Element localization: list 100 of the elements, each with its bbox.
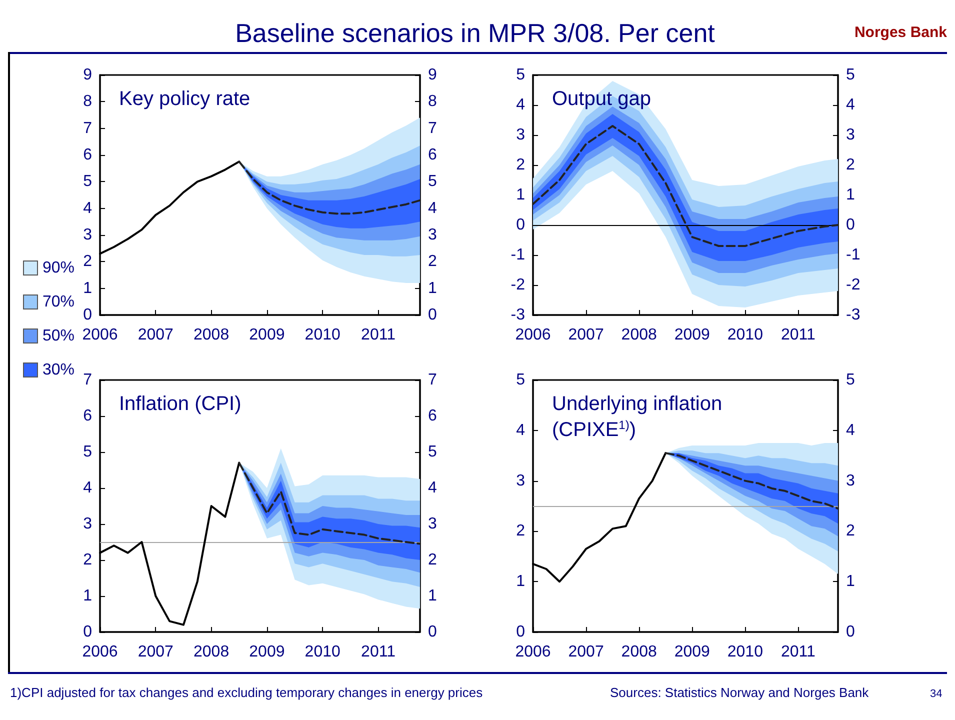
y-tick-label: 4 <box>516 96 526 114</box>
y2-tick-label: 5 <box>428 444 437 460</box>
x-tick-label: 2009 <box>674 326 710 344</box>
y2-tick-label: 1 <box>846 186 855 204</box>
legend-label: 90% <box>42 260 75 276</box>
y2-tick-label: 7 <box>428 372 437 388</box>
x-tick-label: 2007 <box>568 644 604 660</box>
x-tick-label: 2011 <box>781 326 816 344</box>
y-tick-label: 0 <box>516 216 526 234</box>
x-tick-label: 2007 <box>138 644 174 660</box>
y2-tick-label: 0 <box>846 624 855 640</box>
y2-tick-label: 5 <box>846 372 855 388</box>
y2-tick-label: 4 <box>846 96 855 114</box>
y-tick-label: 1 <box>516 573 526 590</box>
y-tick-label: 5 <box>516 372 526 388</box>
text: Norges Bank <box>854 24 947 41</box>
y-tick-label: 8 <box>83 93 92 110</box>
y2-tick-label: 1 <box>428 280 437 297</box>
x-tick-label: 2006 <box>515 644 551 660</box>
x-tick-label: 2011 <box>361 644 396 660</box>
y2-tick-label: 0 <box>428 624 437 640</box>
x-tick-label: 2007 <box>138 326 174 344</box>
y-tick-label: 5 <box>83 444 92 460</box>
text: Key policy rate <box>119 88 250 110</box>
y-tick-label: 6 <box>83 408 92 424</box>
y2-tick-label: -1 <box>846 246 860 264</box>
y-tick-label: 7 <box>83 120 92 137</box>
y2-tick-label: 6 <box>428 146 437 164</box>
y-tick-label: 3 <box>83 226 92 244</box>
y2-tick-label: 3 <box>846 126 855 144</box>
y-tick-label: 2 <box>83 552 92 568</box>
y2-tick-label: 5 <box>846 66 855 84</box>
line-series <box>664 452 839 510</box>
y-tick-label: 7 <box>83 372 92 388</box>
y-tick-label: 0 <box>516 624 526 640</box>
y2-tick-label: 1 <box>846 573 855 590</box>
y2-tick-label: -3 <box>846 306 860 324</box>
line-series <box>238 160 421 215</box>
y2-tick-label: 9 <box>428 66 437 84</box>
y-tick-label: -3 <box>510 306 526 324</box>
y-tick-label: 2 <box>516 522 526 540</box>
y2-tick-label: -2 <box>846 276 860 294</box>
y2-tick-label: 4 <box>428 480 437 496</box>
y-tick-label: 1 <box>83 588 92 604</box>
y2-tick-label: 2 <box>428 253 437 270</box>
y2-tick-label: 4 <box>846 422 855 439</box>
line-series <box>532 125 839 247</box>
y2-tick-label: 6 <box>428 408 437 424</box>
y-tick-label: 0 <box>83 624 92 640</box>
legend-label: 70% <box>42 294 75 310</box>
y-tick-label: -2 <box>510 276 526 294</box>
x-tick-label: 2006 <box>82 326 118 344</box>
y-tick-label: 1 <box>83 280 92 297</box>
text: Baseline scenarios in MPR 3/08. Per cent <box>234 18 716 49</box>
y2-tick-label: 3 <box>428 516 437 532</box>
y-tick-label: 2 <box>83 253 92 270</box>
y2-tick-label: 8 <box>428 93 437 110</box>
x-tick-label: 2009 <box>249 326 285 344</box>
y2-tick-label: 2 <box>428 552 437 568</box>
x-tick-label: 2009 <box>674 644 710 660</box>
y-tick-label: 5 <box>83 173 92 190</box>
y-tick-label: 4 <box>83 200 92 217</box>
y2-tick-label: 0 <box>428 306 437 324</box>
x-tick-label: 2010 <box>727 644 764 660</box>
text: 1)CPI adjusted for tax changes and excluding temporary changes in energy prices <box>10 685 483 700</box>
y2-tick-label: 0 <box>846 216 855 234</box>
legend-label: 30% <box>42 362 75 378</box>
y2-tick-label: 1 <box>428 588 437 604</box>
x-tick-label: 2010 <box>727 326 764 344</box>
y-tick-label: 0 <box>83 306 92 324</box>
x-tick-label: 2010 <box>304 644 341 660</box>
y2-tick-label: 3 <box>428 226 437 244</box>
x-tick-label: 2008 <box>194 644 230 660</box>
y2-tick-label: 3 <box>846 472 855 490</box>
y-tick-label: -1 <box>510 246 526 264</box>
y-tick-label: 4 <box>83 480 92 496</box>
legend-label: 50% <box>42 328 75 344</box>
x-tick-label: 2011 <box>361 326 396 344</box>
y-tick-label: 3 <box>516 126 526 144</box>
x-tick-label: 2006 <box>82 644 118 660</box>
x-tick-label: 2011 <box>781 644 816 660</box>
y2-tick-label: 7 <box>428 120 437 137</box>
x-tick-label: 2008 <box>621 644 657 660</box>
x-tick-label: 2007 <box>568 326 604 344</box>
y2-tick-label: 2 <box>846 156 855 174</box>
y2-tick-label: 4 <box>428 200 437 217</box>
text: 34 <box>930 688 942 700</box>
x-tick-label: 2008 <box>621 326 657 344</box>
x-tick-label: 2008 <box>194 326 230 344</box>
source-note: Sources: Statistics Norway and Norges Bank <box>610 685 869 700</box>
x-tick-label: 2009 <box>249 644 285 660</box>
text: Inflation (CPI) <box>119 393 242 415</box>
y2-tick-label: 5 <box>428 173 437 190</box>
y-tick-label: 9 <box>83 66 92 84</box>
y2-tick-label: 2 <box>846 522 855 540</box>
y-tick-label: 6 <box>83 146 92 164</box>
text: Output gap <box>552 88 651 110</box>
x-tick-label: 2006 <box>515 326 551 344</box>
y-tick-label: 2 <box>516 156 526 174</box>
line-series <box>238 462 421 545</box>
